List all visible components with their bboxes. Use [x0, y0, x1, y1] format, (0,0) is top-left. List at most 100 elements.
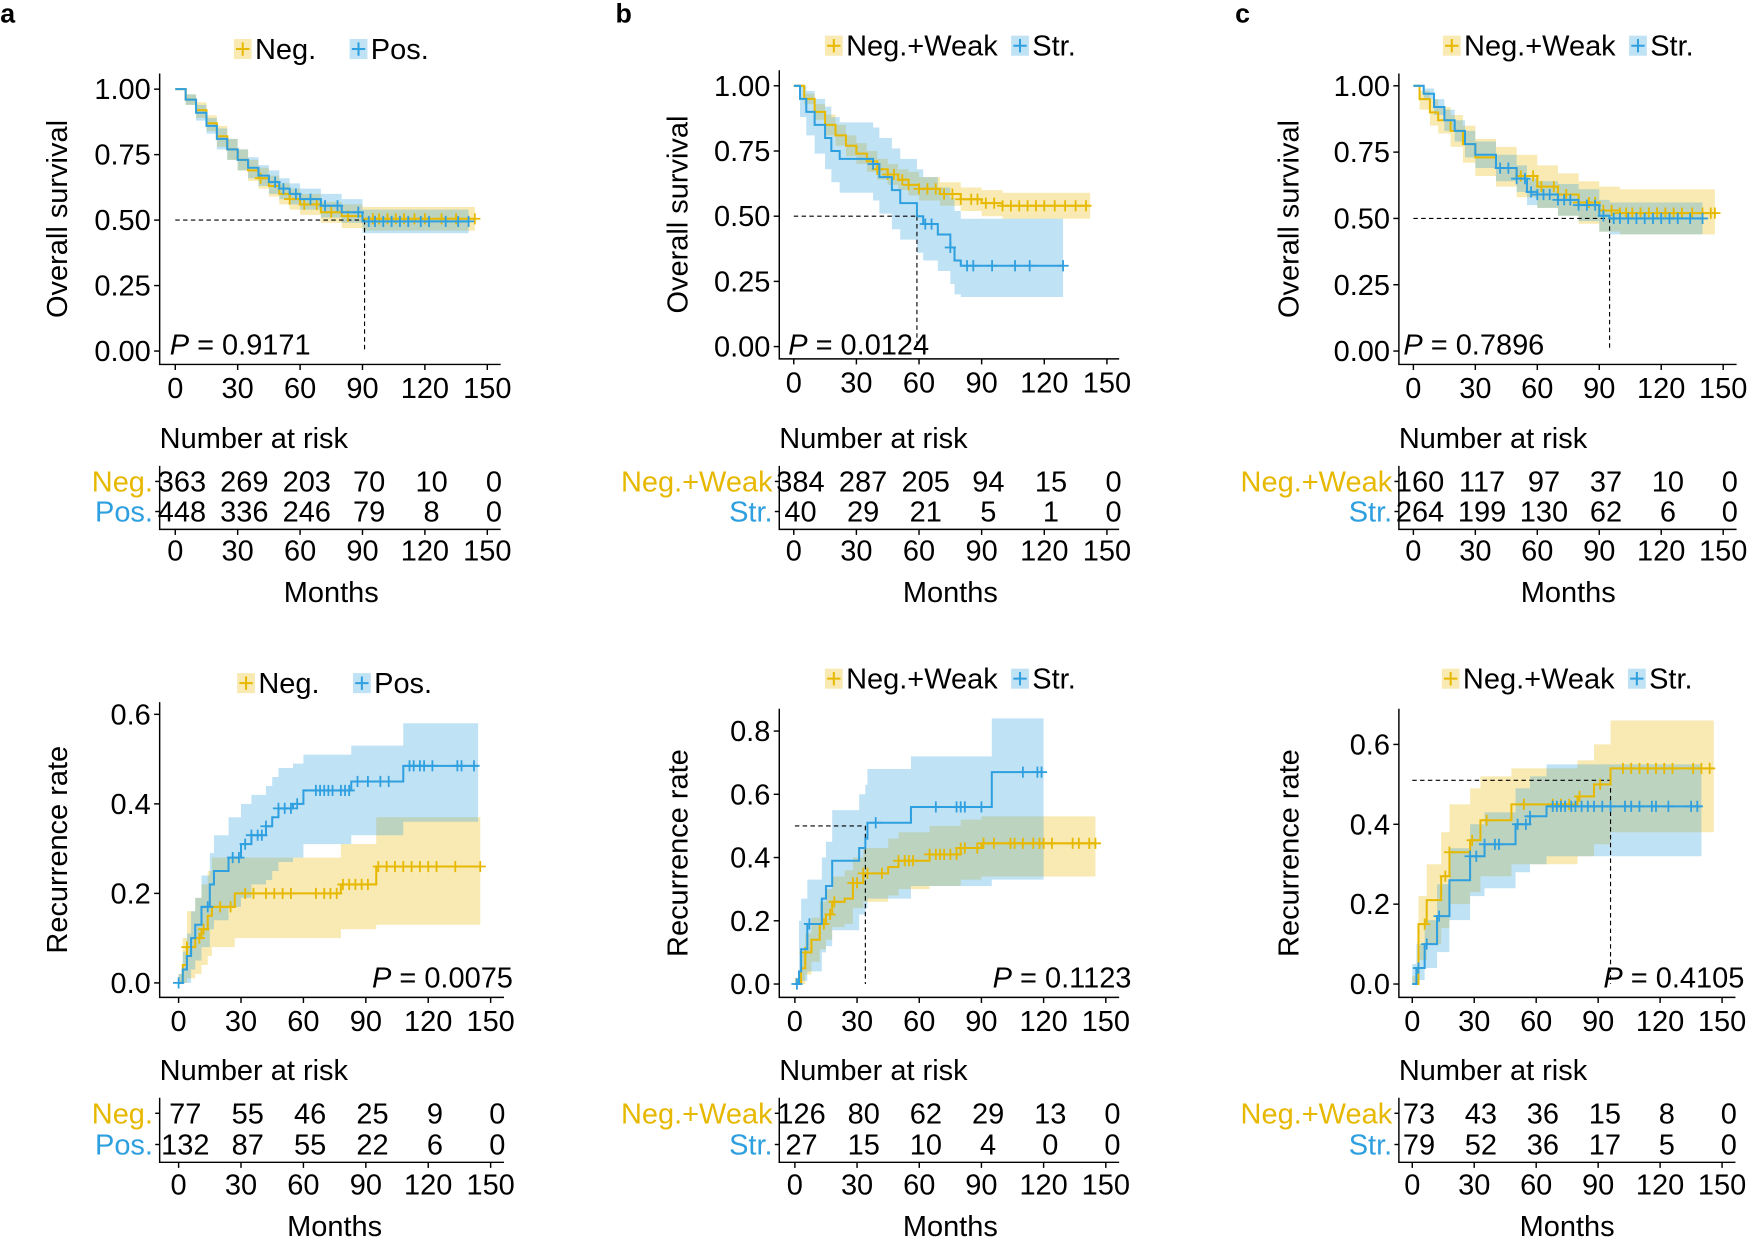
censor-mark	[1080, 200, 1092, 212]
legend: Neg.+Weak Str.	[824, 664, 1076, 696]
x-tick-label: 60	[1521, 373, 1553, 405]
risk-count: 15	[848, 1130, 880, 1162]
risk-x-tick-label: 120	[1020, 536, 1068, 568]
y-tick-label: 0.50	[714, 201, 770, 233]
risk-count: 205	[902, 466, 950, 498]
censor-mark	[867, 158, 879, 170]
p-value-label: P = 0.9171	[170, 329, 311, 361]
risk-count: 0	[489, 1098, 505, 1130]
censor-mark	[1606, 204, 1618, 217]
censor-mark	[946, 188, 958, 200]
y-tick-label: 0.75	[714, 136, 770, 168]
y-tick-label: 0.25	[1334, 270, 1390, 302]
x-axis-title: Months	[1520, 1211, 1615, 1237]
x-tick-label: 150	[1698, 1006, 1746, 1038]
risk-x-tick-label: 60	[903, 1170, 935, 1202]
censor-mark	[986, 260, 998, 272]
censor-mark	[925, 218, 938, 230]
censor-mark	[298, 198, 310, 210]
censor-mark	[1439, 870, 1451, 882]
censor-mark	[791, 978, 803, 990]
censor-mark	[1073, 837, 1085, 849]
censor-mark	[468, 760, 480, 772]
censor-mark	[1691, 800, 1703, 812]
censor-mark	[876, 867, 888, 879]
risk-count: 269	[220, 466, 268, 498]
p-number: = 0.0075	[391, 962, 513, 994]
y-tick-label: 0.4	[730, 843, 770, 875]
legend-label: Str.	[1032, 664, 1075, 696]
censor-mark	[449, 860, 461, 873]
censor-mark	[1059, 200, 1071, 212]
risk-x-tick-label: 30	[1459, 536, 1491, 568]
risk-group-label: Str.	[729, 497, 772, 529]
x-axis-title: Months	[287, 1211, 382, 1237]
x-tick-label: 0	[167, 373, 183, 405]
legend-label: Neg.+Weak	[1464, 31, 1616, 63]
risk-count: 336	[220, 497, 268, 529]
panel-label-b: b	[615, 0, 631, 28]
legend-key-cross-icon	[827, 671, 841, 686]
risk-count: 5	[1659, 1130, 1675, 1162]
censor-mark	[1412, 962, 1425, 974]
censor-mark	[1481, 814, 1493, 826]
risk-group-label: Str.	[1349, 497, 1392, 529]
censor-mark	[423, 215, 435, 227]
censor-mark	[967, 260, 979, 272]
risk-count: 0	[1104, 1130, 1120, 1162]
ci-band-group1	[1413, 85, 1715, 235]
censor-mark	[1548, 181, 1560, 193]
risk-x-tick-label: 150	[1698, 1170, 1746, 1202]
x-tick-label: 150	[1082, 1006, 1130, 1038]
legend-key-cross-icon	[1445, 39, 1459, 53]
risk-count: 9	[427, 1098, 443, 1130]
risk-count: 62	[1590, 497, 1622, 529]
x-tick-label: 60	[284, 373, 316, 405]
censor-mark	[803, 918, 815, 930]
risk-count: 0	[1106, 466, 1122, 498]
axis-lines	[1398, 708, 1736, 999]
y-axis-title: Recurrence rate	[1273, 749, 1305, 957]
censor-mark	[304, 193, 317, 205]
risk-x-tick-label: 0	[167, 536, 183, 568]
ci-band-group1	[794, 816, 1096, 985]
x-tick-label: 120	[1020, 367, 1068, 399]
legend-item-group2: Str.	[1627, 664, 1693, 696]
censor-mark	[1024, 260, 1036, 272]
censor-mark	[824, 908, 836, 921]
risk-count: 130	[1520, 497, 1568, 529]
p-symbol: P	[1403, 329, 1423, 361]
risk-group-label: Neg.+Weak	[621, 1098, 773, 1130]
legend: Neg.+Weak Str.	[824, 31, 1076, 63]
censor-mark	[383, 775, 395, 788]
risk-x-tick-label: 120	[1637, 536, 1685, 568]
risk-table-title: Number at risk	[779, 423, 968, 455]
risk-count: 199	[1458, 497, 1506, 529]
risk-count: 0	[1721, 1098, 1737, 1130]
panel-label-a: a	[0, 0, 16, 28]
censor-mark	[1535, 181, 1548, 193]
x-tick-label: 90	[1583, 373, 1615, 405]
p-symbol: P	[993, 962, 1013, 994]
censor-mark	[1502, 162, 1514, 174]
censor-mark	[1709, 207, 1721, 219]
x-tick-label: 150	[466, 1006, 514, 1038]
risk-group-label: Neg.+Weak	[1241, 466, 1393, 498]
censor-mark	[1520, 818, 1532, 830]
risk-axis-lines	[158, 1097, 505, 1164]
censor-mark	[1046, 837, 1058, 849]
risk-table-title: Number at risk	[160, 1055, 349, 1087]
risk-count: 246	[283, 497, 331, 529]
risk-x-tick-label: 60	[903, 536, 935, 568]
risk-count: 22	[356, 1130, 388, 1162]
risk-count: 5	[980, 497, 996, 529]
censor-mark	[1544, 188, 1556, 201]
ci-band-group2	[793, 85, 1064, 298]
y-tick-label: 0.6	[110, 699, 150, 731]
axis-lines	[1398, 73, 1737, 366]
legend-label: Neg.+Weak	[846, 31, 998, 63]
censor-mark	[469, 213, 481, 225]
y-tick-label: 0.00	[714, 332, 770, 364]
risk-count: 0	[1104, 1098, 1120, 1130]
